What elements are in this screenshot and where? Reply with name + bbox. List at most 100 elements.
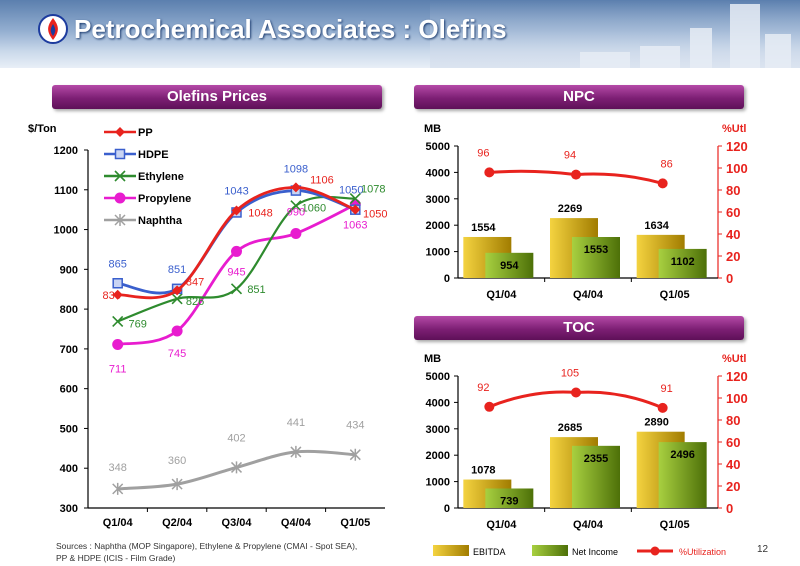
y-tick-label: 5000 bbox=[426, 371, 450, 383]
y2-tick-label: 0 bbox=[726, 501, 733, 516]
data-label-ethylene: 769 bbox=[129, 318, 147, 330]
data-point-propylene bbox=[112, 339, 124, 351]
data-point-hdpe bbox=[112, 278, 123, 289]
data-label-ethylene: 851 bbox=[247, 284, 265, 296]
data-point-utilization bbox=[484, 401, 495, 412]
data-label-net-income: 1553 bbox=[584, 244, 608, 256]
x-tick-label: Q1/05 bbox=[660, 289, 690, 301]
data-label-ebitda: 2890 bbox=[644, 417, 668, 429]
data-label-propylene: 711 bbox=[109, 364, 127, 376]
x-tick-label: Q2/04 bbox=[162, 517, 193, 529]
y-axis-label: MB bbox=[424, 353, 441, 365]
sources-footnote: Sources : Naphtha (MOP Singapore), Ethyl… bbox=[56, 540, 357, 564]
bar-net-income bbox=[485, 252, 534, 278]
data-point-ethylene bbox=[349, 192, 361, 205]
data-label-utilization: 92 bbox=[477, 382, 489, 394]
y-tick-label: 4000 bbox=[426, 167, 450, 179]
data-label-naphtha: 360 bbox=[168, 455, 186, 467]
y-tick-label: 700 bbox=[60, 344, 78, 356]
data-label-ebitda: 1634 bbox=[644, 220, 669, 232]
data-point-ethylene bbox=[230, 283, 243, 295]
data-point-pp bbox=[350, 204, 361, 215]
bar-net-income bbox=[572, 445, 620, 508]
data-point-ethylene bbox=[171, 293, 183, 305]
legend-net-income-swatch bbox=[532, 545, 568, 556]
city-skyline-image bbox=[430, 0, 800, 68]
data-label-propylene: 990 bbox=[287, 207, 305, 219]
x-tick-label: Q1/05 bbox=[660, 519, 690, 531]
y2-tick-label: 80 bbox=[726, 413, 740, 428]
data-label-utilization: 91 bbox=[661, 383, 673, 395]
data-label-naphtha: 348 bbox=[109, 462, 127, 474]
data-label-net-income: 2355 bbox=[584, 453, 608, 465]
data-point-propylene bbox=[231, 245, 242, 257]
legend-ebitda-swatch bbox=[433, 545, 469, 556]
ptt-logo-icon bbox=[38, 14, 68, 44]
y-tick-label: 5000 bbox=[426, 141, 450, 153]
data-label-pp: 1050 bbox=[363, 209, 387, 221]
x-tick-label: Q4/04 bbox=[281, 517, 312, 529]
data-label-ebitda: 2269 bbox=[558, 203, 582, 215]
data-label-utilization: 96 bbox=[477, 147, 489, 159]
data-point-utilization bbox=[484, 167, 495, 178]
y-tick-label: 900 bbox=[60, 264, 78, 276]
y-tick-label: 3000 bbox=[426, 194, 450, 206]
legend-marker-pp bbox=[115, 127, 125, 137]
npc-banner: NPC bbox=[414, 85, 744, 109]
legend-label-ethylene: Ethylene bbox=[138, 171, 184, 183]
x-tick-label: Q4/04 bbox=[573, 289, 604, 301]
sources-line-1: Sources : Naphtha (MOP Singapore), Ethyl… bbox=[56, 541, 358, 551]
y-tick-label: 3000 bbox=[426, 424, 450, 436]
y2-tick-label: 120 bbox=[726, 369, 748, 384]
data-label-pp: 1048 bbox=[248, 207, 272, 219]
data-point-pp bbox=[290, 182, 301, 193]
data-label-ebitda: 1554 bbox=[471, 222, 496, 234]
y-tick-label: 0 bbox=[444, 273, 450, 285]
y-tick-label: 1200 bbox=[54, 145, 78, 157]
data-label-utilization: 94 bbox=[564, 150, 576, 162]
y-tick-label: 2000 bbox=[426, 450, 450, 462]
data-label-ebitda: 1078 bbox=[471, 465, 495, 477]
x-tick-label: Q4/04 bbox=[573, 519, 604, 531]
legend-label-hdpe: HDPE bbox=[138, 149, 169, 161]
y2-tick-label: 120 bbox=[726, 139, 748, 154]
legend-utilization-marker bbox=[650, 546, 660, 556]
x-tick-label: Q3/04 bbox=[222, 517, 253, 529]
data-point-pp bbox=[112, 289, 123, 300]
y-tick-label: 500 bbox=[60, 423, 78, 435]
y2-axis-label: %Utl bbox=[722, 123, 746, 135]
data-label-net-income: 1102 bbox=[671, 256, 695, 268]
data-label-naphtha: 402 bbox=[227, 432, 245, 444]
x-tick-label: Q1/04 bbox=[486, 519, 517, 531]
y2-tick-label: 80 bbox=[726, 183, 740, 198]
data-point-naphtha bbox=[290, 445, 302, 458]
y-tick-label: 1000 bbox=[426, 477, 450, 489]
data-label-ethylene: 1078 bbox=[361, 184, 385, 196]
data-label-hdpe: 1098 bbox=[284, 164, 308, 176]
data-point-utilization bbox=[571, 169, 581, 180]
data-label-net-income: 2496 bbox=[670, 449, 694, 461]
data-label-naphtha: 441 bbox=[287, 417, 305, 429]
y-tick-label: 1100 bbox=[54, 185, 78, 197]
data-point-ethylene bbox=[290, 200, 302, 212]
data-label-pp: 1106 bbox=[310, 174, 334, 186]
data-label-pp: 847 bbox=[186, 276, 204, 288]
legend-marker-propylene bbox=[114, 192, 126, 204]
y-tick-label: 600 bbox=[60, 384, 78, 396]
data-label-naphtha: 434 bbox=[346, 420, 364, 432]
toc-banner: TOC bbox=[414, 316, 744, 340]
y-tick-label: 1000 bbox=[54, 225, 78, 237]
y2-axis-label: %Utl bbox=[722, 353, 746, 365]
y2-tick-label: 40 bbox=[726, 457, 740, 472]
legend-marker-hdpe bbox=[114, 148, 126, 160]
data-point-naphtha bbox=[230, 461, 243, 474]
y-tick-label: 0 bbox=[444, 503, 450, 515]
data-point-utilization bbox=[571, 387, 581, 398]
legend-marker-naphtha bbox=[114, 214, 126, 226]
y2-tick-label: 20 bbox=[726, 249, 740, 264]
legend-label-naphtha: Naphtha bbox=[138, 215, 183, 227]
legend-label-pp: PP bbox=[138, 127, 153, 139]
y2-tick-label: 100 bbox=[726, 161, 748, 176]
data-label-net-income: 739 bbox=[500, 495, 518, 507]
data-point-propylene bbox=[171, 325, 183, 337]
